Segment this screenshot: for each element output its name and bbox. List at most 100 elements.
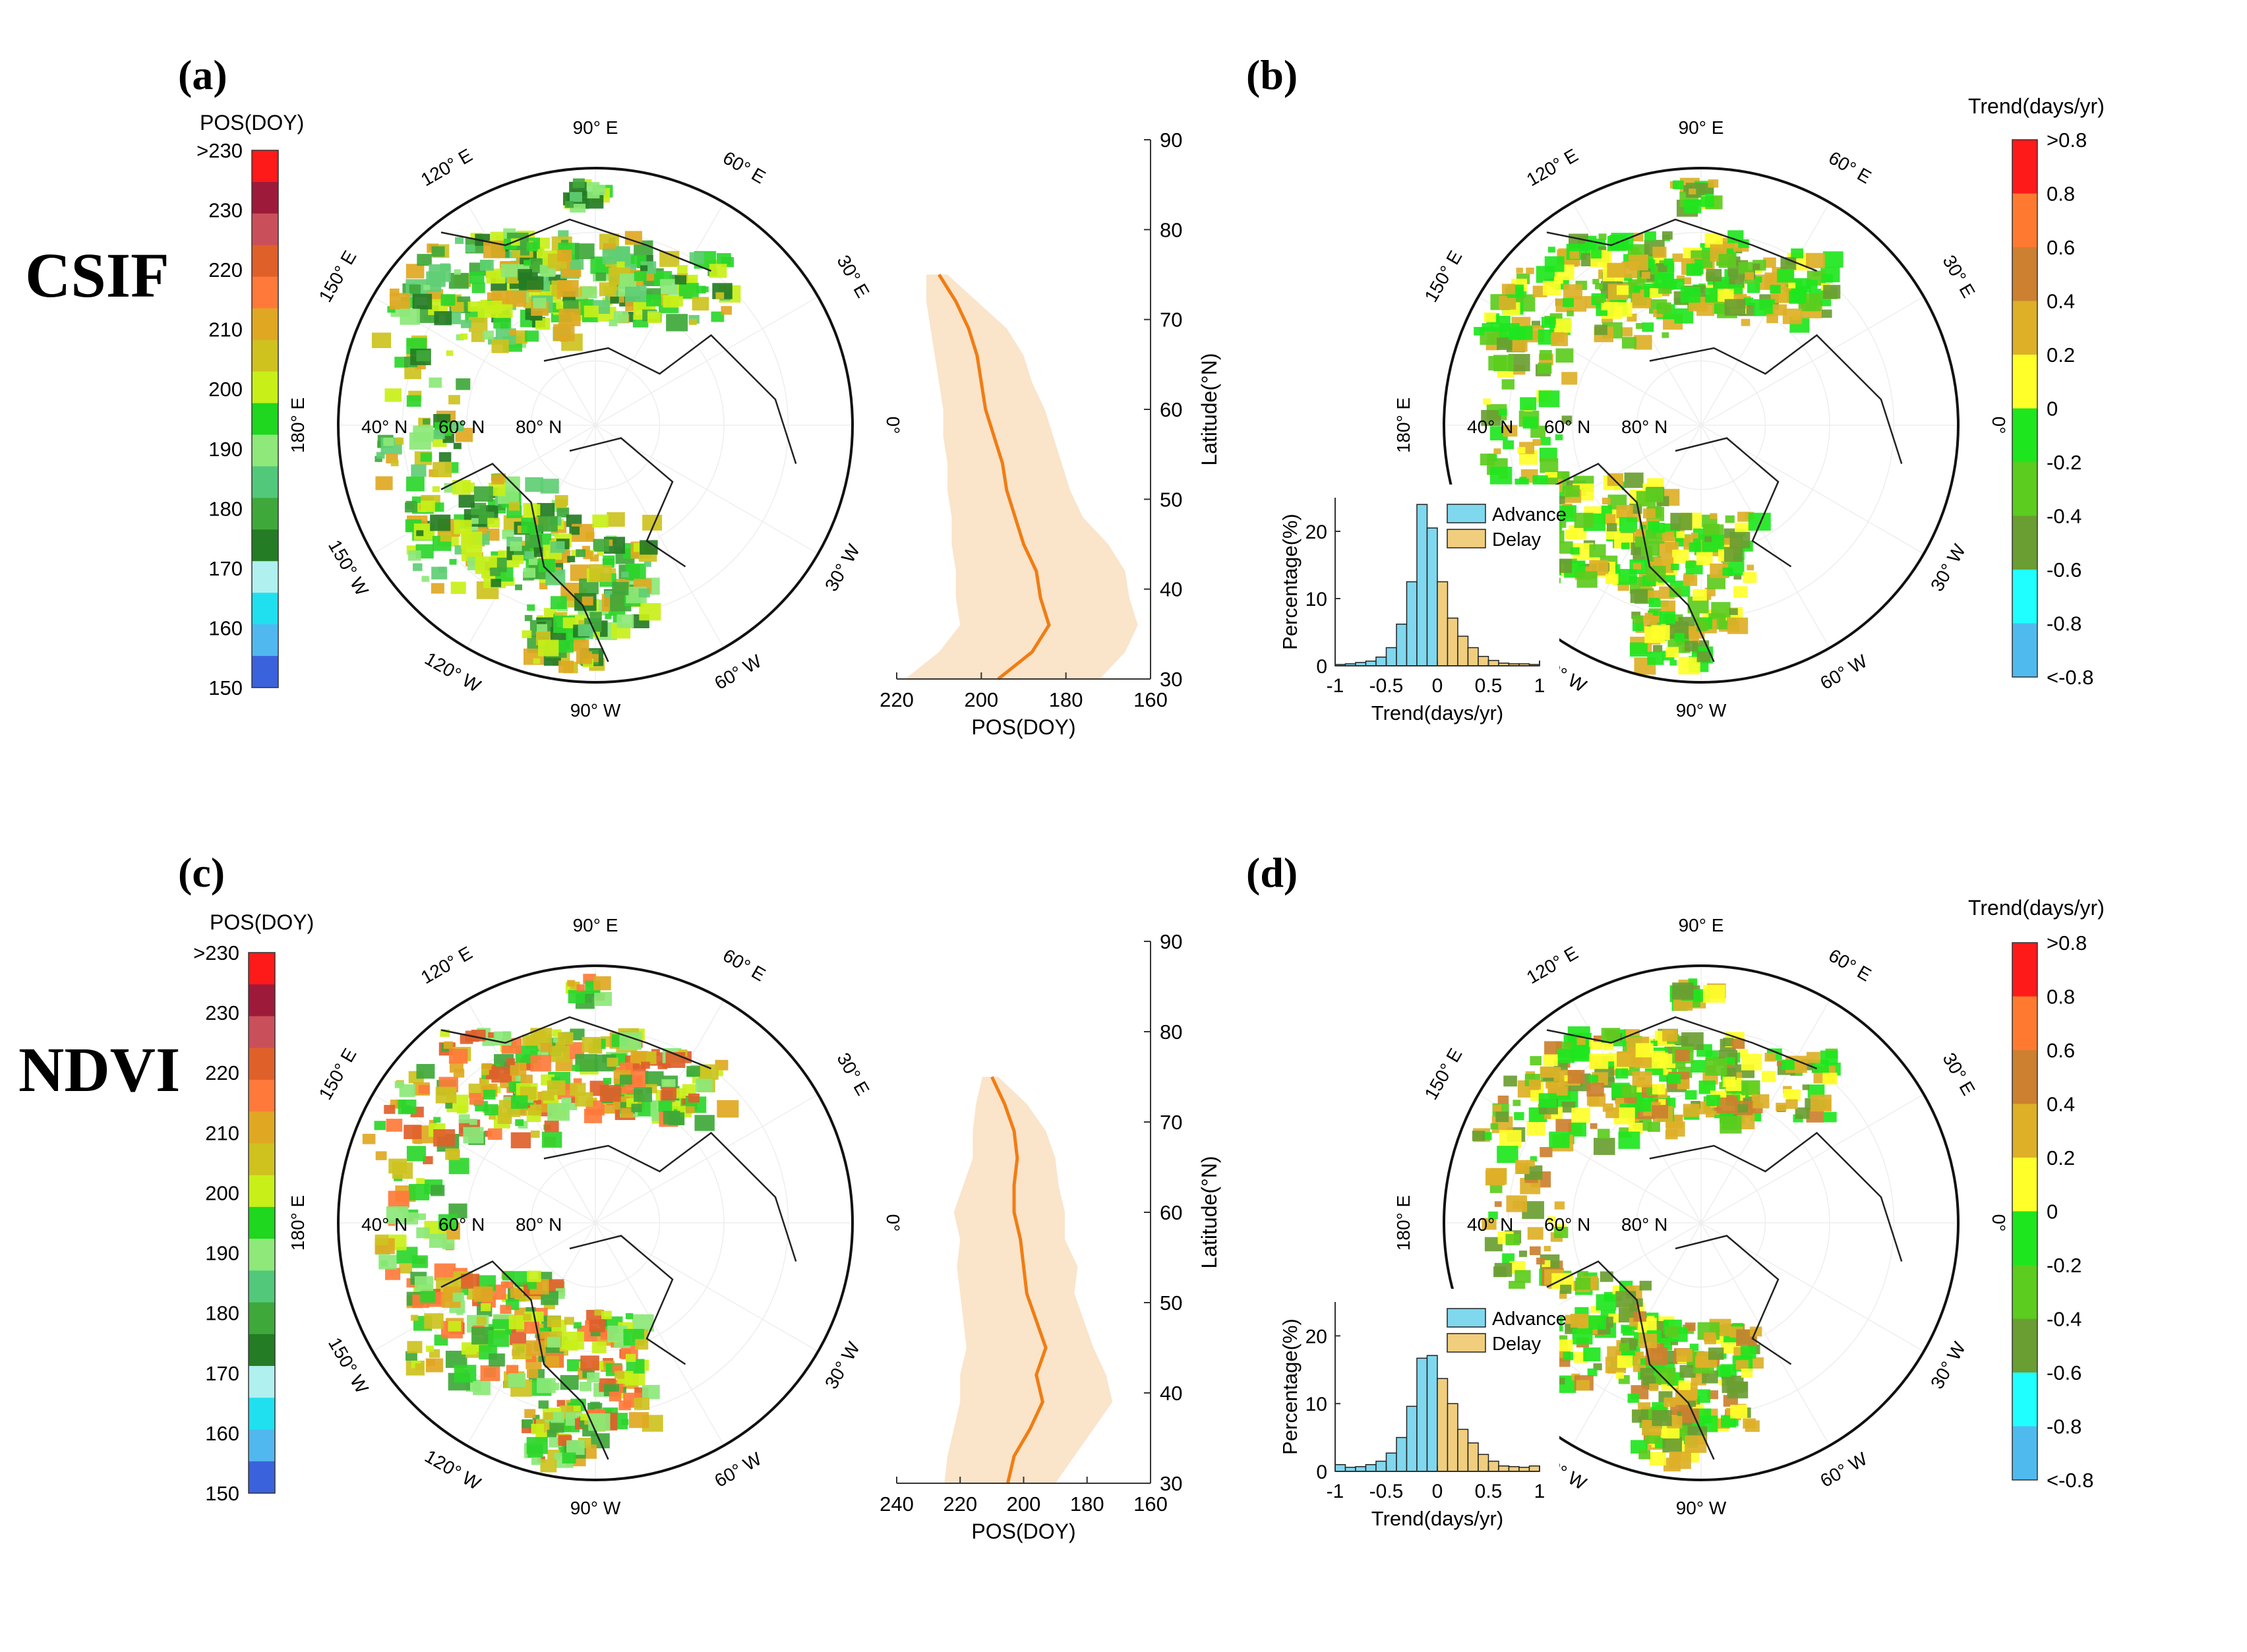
map-c-ndvi-pixel xyxy=(599,1084,621,1102)
map-c-ndvi-pixel xyxy=(489,1114,496,1120)
pos-colorbar-bottom-tick-label: 230 xyxy=(205,1001,239,1024)
map-b-trend-pixel xyxy=(1648,597,1661,608)
hist-d-x-tick-label: 0 xyxy=(1432,1481,1443,1502)
map-c-ndvi-pixel xyxy=(688,1093,700,1103)
pos-colorbar-bottom-swatch xyxy=(249,1143,275,1176)
map-d-trend-boundary xyxy=(1443,964,1960,1481)
map-b-trend-pixel xyxy=(1689,189,1696,194)
map-c-ndvi-lon-label: 30° E xyxy=(833,1049,873,1099)
map-b-trend-pixel xyxy=(1743,572,1757,583)
map-b-trend-pixel xyxy=(1633,562,1642,570)
map-a-csif-pixel xyxy=(583,551,593,560)
map-b-trend-pixel xyxy=(1660,600,1676,612)
map-d-trend-pixel xyxy=(1497,1095,1509,1105)
map-a-csif-pixel xyxy=(609,568,616,574)
trend-colorbar-bottom-frame xyxy=(2012,942,2038,1481)
map-b-trend-pixel xyxy=(1641,272,1650,279)
map-d-trend-lat-label: 40° N xyxy=(1467,1214,1513,1235)
pos-colorbar-bottom-swatch xyxy=(249,1334,275,1367)
profile-a-y-tick-label: 90 xyxy=(1160,129,1182,152)
map-a-csif-pixel xyxy=(473,486,493,502)
map-d-trend-pixel xyxy=(1679,1365,1696,1378)
trend-colorbar-bottom-tick-label: -0.4 xyxy=(2047,1308,2082,1331)
map-d-trend-pixel xyxy=(1672,982,1694,1000)
hist-d-bar xyxy=(1426,1355,1438,1472)
map-c-ndvi-pixel xyxy=(471,1029,486,1042)
map-b-trend-lon-label: 150° E xyxy=(1420,247,1466,306)
map-a-csif-lon-label: 180° E xyxy=(287,398,308,453)
trend-colorbar-bottom-swatch xyxy=(2012,1372,2037,1427)
map-b-trend-pixel xyxy=(1565,529,1577,539)
map-a-csif-pixel xyxy=(538,516,558,532)
map-a-csif-pixel xyxy=(451,421,464,432)
map-a-csif-pixel xyxy=(405,264,425,279)
pos-colorbar-bottom: >230 230 220 210 200 190 180 170 160 150 xyxy=(193,941,276,1505)
map-d-trend-pixel xyxy=(1503,1075,1517,1087)
map-c-ndvi-pixel xyxy=(459,1287,469,1295)
map-d-trend-lon-label: 60° E xyxy=(1825,945,1874,985)
map-d-trend-lon-label: 60° W xyxy=(1816,1448,1871,1491)
map-c-ndvi-pixel xyxy=(620,1075,632,1085)
map-d-trend-pixel xyxy=(1636,1100,1652,1112)
map-c-ndvi-pixel xyxy=(632,1063,640,1069)
map-b-trend-pixel xyxy=(1563,298,1574,307)
map-c-ndvi-pixel xyxy=(500,1281,509,1288)
trend-colorbar-top-tick-label: <-0.8 xyxy=(2047,666,2094,689)
map-a-csif-pixel xyxy=(589,554,599,562)
map-c-ndvi-pixel xyxy=(686,1106,695,1113)
map-b-trend-pixel xyxy=(1501,283,1515,295)
map-b-trend-pixel xyxy=(1665,647,1679,658)
map-a-csif-pixel xyxy=(431,246,445,257)
map-a-csif-pixel xyxy=(616,614,634,628)
pos-colorbar-top-swatch xyxy=(252,624,278,657)
profile-a-x-label: POS(DOY) xyxy=(971,715,1075,739)
map-a-csif-pixel xyxy=(696,285,706,294)
hist-d-bar xyxy=(1447,1403,1458,1472)
map-d-trend-pixel xyxy=(1505,1233,1520,1246)
map-a-csif-lat-label: 40° N xyxy=(361,417,407,437)
map-a-csif-pixel xyxy=(551,530,559,537)
map-c-ndvi-pixel xyxy=(442,1239,455,1250)
map-d-trend-pixel xyxy=(1776,1102,1787,1111)
map-c-ndvi-pixel xyxy=(580,1382,592,1392)
profile-c-y-tick-label: 60 xyxy=(1160,1201,1182,1224)
map-b-trend-pixel xyxy=(1640,541,1660,556)
map-d-trend-pixel xyxy=(1557,1048,1575,1063)
map-d-trend-pixel xyxy=(1615,1291,1636,1308)
hist-b-bar xyxy=(1447,617,1458,666)
map-a-csif-pixel xyxy=(566,514,582,527)
hist-b-bar xyxy=(1487,660,1499,666)
map-d-trend-pixel xyxy=(1528,1080,1542,1090)
map-a-csif-pixel xyxy=(634,271,647,281)
map-a-csif-pixel xyxy=(527,276,544,290)
map-d-trend-pixel xyxy=(1628,1123,1643,1135)
map-d-trend-pixel xyxy=(1704,1334,1716,1345)
map-d-trend-pixel xyxy=(1526,1160,1535,1167)
map-b-trend-pixel xyxy=(1694,258,1703,266)
map-b-trend-pixel xyxy=(1651,625,1670,640)
map-a-csif-pixel xyxy=(558,661,574,673)
map-a-csif-pixel xyxy=(526,242,538,252)
map-d-trend-pixel xyxy=(1806,1051,1820,1063)
map-c-ndvi-pixel xyxy=(547,1080,566,1096)
map-d-trend-pixel xyxy=(1705,1058,1727,1076)
pos-colorbar-bottom-tick-label: 200 xyxy=(205,1181,239,1204)
map-a-csif-pixel xyxy=(527,604,535,611)
pos-colorbar-bottom-tick-label: 170 xyxy=(205,1362,239,1385)
map-b-trend-pixel xyxy=(1542,281,1561,296)
map-a-csif-pixel xyxy=(589,564,612,582)
map-c-ndvi-pixel xyxy=(386,1119,403,1132)
map-c-ndvi-pixel xyxy=(570,1028,585,1041)
hist-d-bar xyxy=(1334,1463,1346,1472)
map-b-trend-pixel xyxy=(1540,457,1559,473)
map-a-csif-pixel xyxy=(411,464,427,477)
map-b-trend-pixel xyxy=(1569,251,1580,259)
hist-d-bar xyxy=(1355,1466,1367,1472)
map-c-ndvi-pixel xyxy=(414,1276,434,1291)
map-d-trend-pixel xyxy=(1588,1315,1606,1330)
map-b-trend-pixel xyxy=(1729,608,1738,615)
map-c-ndvi-coastline xyxy=(569,1235,686,1365)
map-d-trend-pixel xyxy=(1540,1066,1555,1078)
